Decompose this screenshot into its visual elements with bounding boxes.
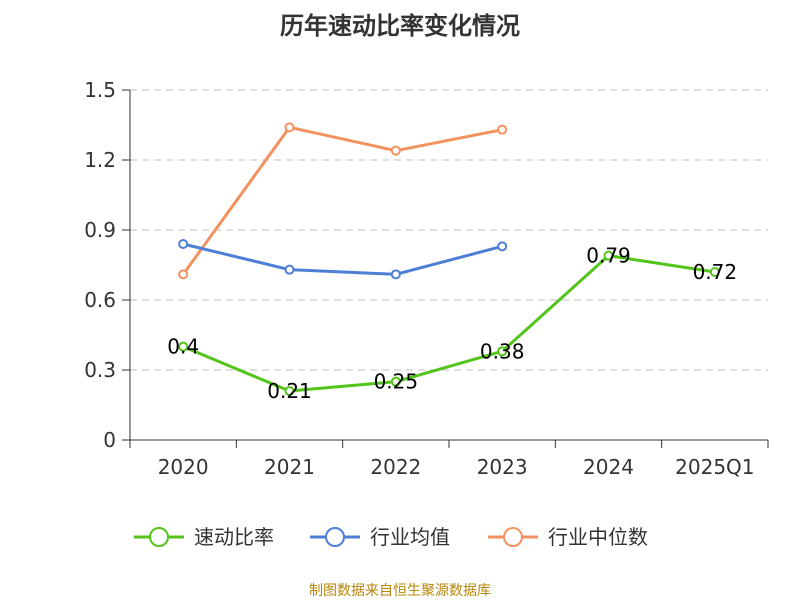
axes: 0 0.3 0.6 0.9 1.2 1.5 2020 2021 2022 2023 2024 2025… [84,78,769,479]
x-tick-label: 2020 [158,455,209,479]
data-label: 0.25 [374,370,419,394]
data-point [497,241,508,252]
data-point [497,124,508,135]
y-tick-label: 1.5 [84,78,116,102]
source-note: 制图数据来自恒生聚源数据库 [309,583,491,599]
y-tick-label: 0 [103,428,116,452]
y-tick-label: 1.2 [84,148,116,172]
data-point [284,386,295,396]
data-label: 0.38 [480,339,525,363]
legend-label: 行业均值 [370,525,450,549]
x-tick-label: 2022 [370,455,421,479]
x-tick-label: 2023 [477,455,528,479]
data-point [603,250,614,261]
series-line [182,242,503,276]
plot-area [178,122,720,396]
data-labels: 0.4 0.21 0.25 0.38 0.79 0.72 [167,244,737,403]
legend-marker [325,527,345,547]
x-tick-label: 2025Q1 [675,455,754,479]
data-point [284,122,295,133]
series-line [182,254,716,393]
chart-title: 历年速动比率变化情况 [280,12,520,40]
data-label: 0.21 [267,379,312,403]
y-tick-label: 0.6 [84,288,116,312]
data-point [390,376,401,387]
x-tick-label: 2021 [264,455,315,479]
legend-marker [503,527,523,547]
data-point [178,341,189,352]
grid [130,89,768,371]
y-tick-label: 0.3 [84,358,116,382]
series-line [181,125,503,276]
x-tick-label: 2024 [583,455,634,479]
data-point [497,346,508,357]
legend-label: 速动比率 [194,525,274,549]
data-point [284,264,295,275]
legend-label: 行业中位数 [548,525,648,549]
data-point [709,267,720,277]
data-point [178,269,189,280]
data-point [390,269,401,280]
data-point [178,239,189,249]
data-label: 0.72 [693,260,738,284]
data-label: 0.4 [167,335,199,359]
data-label: 0.79 [586,244,631,268]
y-tick-label: 0.9 [84,218,116,242]
data-point [390,145,401,156]
legend-marker [149,527,169,547]
legend: 速动比率 行业均值 行业中位数 [134,525,648,549]
